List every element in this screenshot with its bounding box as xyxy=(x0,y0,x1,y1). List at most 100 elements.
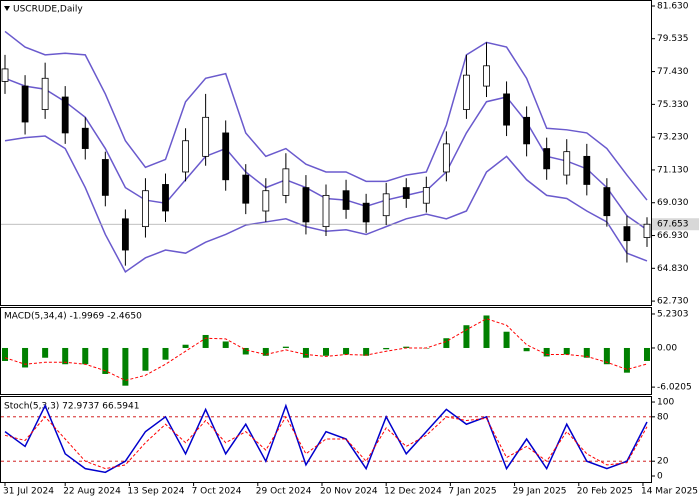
x-tick-label: 29 Jan 2025 xyxy=(513,487,567,497)
y-tick-label: 0 xyxy=(657,472,663,482)
histogram-bar xyxy=(483,315,490,348)
histogram-bar xyxy=(182,344,189,348)
histogram-bar xyxy=(162,347,169,360)
histogram-bar xyxy=(403,346,410,348)
histogram-bar xyxy=(42,347,49,358)
x-tick-label: 31 Jul 2024 xyxy=(3,487,54,497)
chart-title: USCRUDE,Daily xyxy=(13,5,83,15)
x-tick-label: 14 Mar 2025 xyxy=(641,487,698,497)
last-price-box xyxy=(652,218,699,231)
candle-body xyxy=(121,218,129,251)
candle-body xyxy=(262,190,270,212)
x-tick-label: 7 Jan 2025 xyxy=(448,487,496,497)
candle-body xyxy=(523,116,531,145)
candle-body xyxy=(322,194,330,228)
histogram-bar xyxy=(282,346,289,348)
y-tick-label: 69.030 xyxy=(657,198,689,208)
candle-body xyxy=(222,132,230,181)
x-tick-label: 12 Dec 2024 xyxy=(384,487,442,497)
candle-body xyxy=(242,174,250,204)
candle-body xyxy=(182,140,189,173)
candle-body xyxy=(1,68,9,82)
histogram-bar xyxy=(122,347,129,386)
y-tick-label: 77.430 xyxy=(657,67,689,77)
histogram-bar xyxy=(102,347,109,374)
candle-body xyxy=(162,184,169,212)
histogram-bar xyxy=(383,347,390,350)
histogram-bar xyxy=(523,347,530,352)
histogram-bar xyxy=(2,347,9,361)
histogram-bar xyxy=(643,347,650,361)
histogram-bar xyxy=(62,347,69,365)
histogram-bar xyxy=(323,347,329,356)
x-tick-label: 7 Oct 2024 xyxy=(192,487,242,497)
main-panel xyxy=(0,0,652,306)
candle-body xyxy=(362,202,370,223)
candle-body xyxy=(282,168,290,196)
candle-body xyxy=(142,190,149,228)
x-tick-label: 20 Nov 2024 xyxy=(320,487,378,497)
candle-body xyxy=(302,187,310,223)
candle-body xyxy=(402,187,410,199)
histogram-bar xyxy=(363,347,370,356)
candle-body xyxy=(81,127,89,149)
y-tick-label: 62.730 xyxy=(657,297,689,307)
histogram-bar xyxy=(443,338,450,348)
y-tick-label: 81.630 xyxy=(657,1,689,11)
histogram-bar xyxy=(302,347,309,358)
y-tick-label: 5.2303 xyxy=(657,309,689,319)
histogram-bar xyxy=(343,347,350,355)
y-tick-label: 66.930 xyxy=(657,231,689,241)
candle-body xyxy=(21,85,29,123)
histogram-bar xyxy=(222,341,229,348)
candle-body xyxy=(483,65,490,87)
y-tick-label: 100 xyxy=(657,398,674,408)
x-tick-label: 22 Aug 2024 xyxy=(63,487,121,497)
candle-body xyxy=(41,77,49,110)
macd-panel xyxy=(0,307,652,395)
candle-body xyxy=(342,190,350,210)
y-tick-label: -6.0205 xyxy=(657,383,692,393)
histogram-bar xyxy=(543,347,550,357)
histogram-bar xyxy=(583,347,590,358)
candle-body xyxy=(503,93,510,126)
series-line xyxy=(4,318,648,382)
panel-icon xyxy=(4,6,10,11)
x-tick-label: 20 Feb 2025 xyxy=(577,487,633,497)
candle-body xyxy=(643,223,651,238)
stoch-panel xyxy=(0,396,652,483)
candle-body xyxy=(623,226,631,242)
histogram-bar xyxy=(142,347,149,371)
candle-body xyxy=(202,116,210,157)
y-tick-label: 0.00 xyxy=(657,343,677,353)
y-tick-label: 20 xyxy=(657,457,669,467)
histogram-bar xyxy=(82,347,89,365)
candle-body xyxy=(603,187,611,217)
histogram-bar xyxy=(22,347,29,368)
y-tick-label: 80 xyxy=(657,412,669,422)
candle-body xyxy=(442,143,450,173)
histogram-bar xyxy=(202,334,209,348)
histogram-bar xyxy=(503,331,510,348)
candle-body xyxy=(463,74,470,110)
x-tick-label: 29 Oct 2024 xyxy=(256,487,312,497)
series-line xyxy=(4,30,648,201)
y-tick-label: 79.535 xyxy=(657,34,689,44)
candle-body xyxy=(543,148,551,170)
histogram-bar xyxy=(262,347,269,356)
candle-body xyxy=(101,159,109,196)
y-tick-label: 75.330 xyxy=(657,100,689,110)
y-tick-label: 64.830 xyxy=(657,264,689,274)
candle-body xyxy=(422,187,430,204)
histogram-bar xyxy=(563,347,570,355)
last-price-label: 67.653 xyxy=(657,220,689,230)
histogram-bar xyxy=(463,325,470,348)
x-tick-label: 13 Sep 2024 xyxy=(127,487,184,497)
candle-body xyxy=(61,96,69,134)
macd-title: MACD(5,34,4) -1.9969 -2.4650 xyxy=(4,312,142,322)
candle-body xyxy=(563,151,571,176)
histogram-bar xyxy=(623,347,630,373)
histogram-bar xyxy=(603,347,610,365)
candle-body xyxy=(382,193,390,217)
